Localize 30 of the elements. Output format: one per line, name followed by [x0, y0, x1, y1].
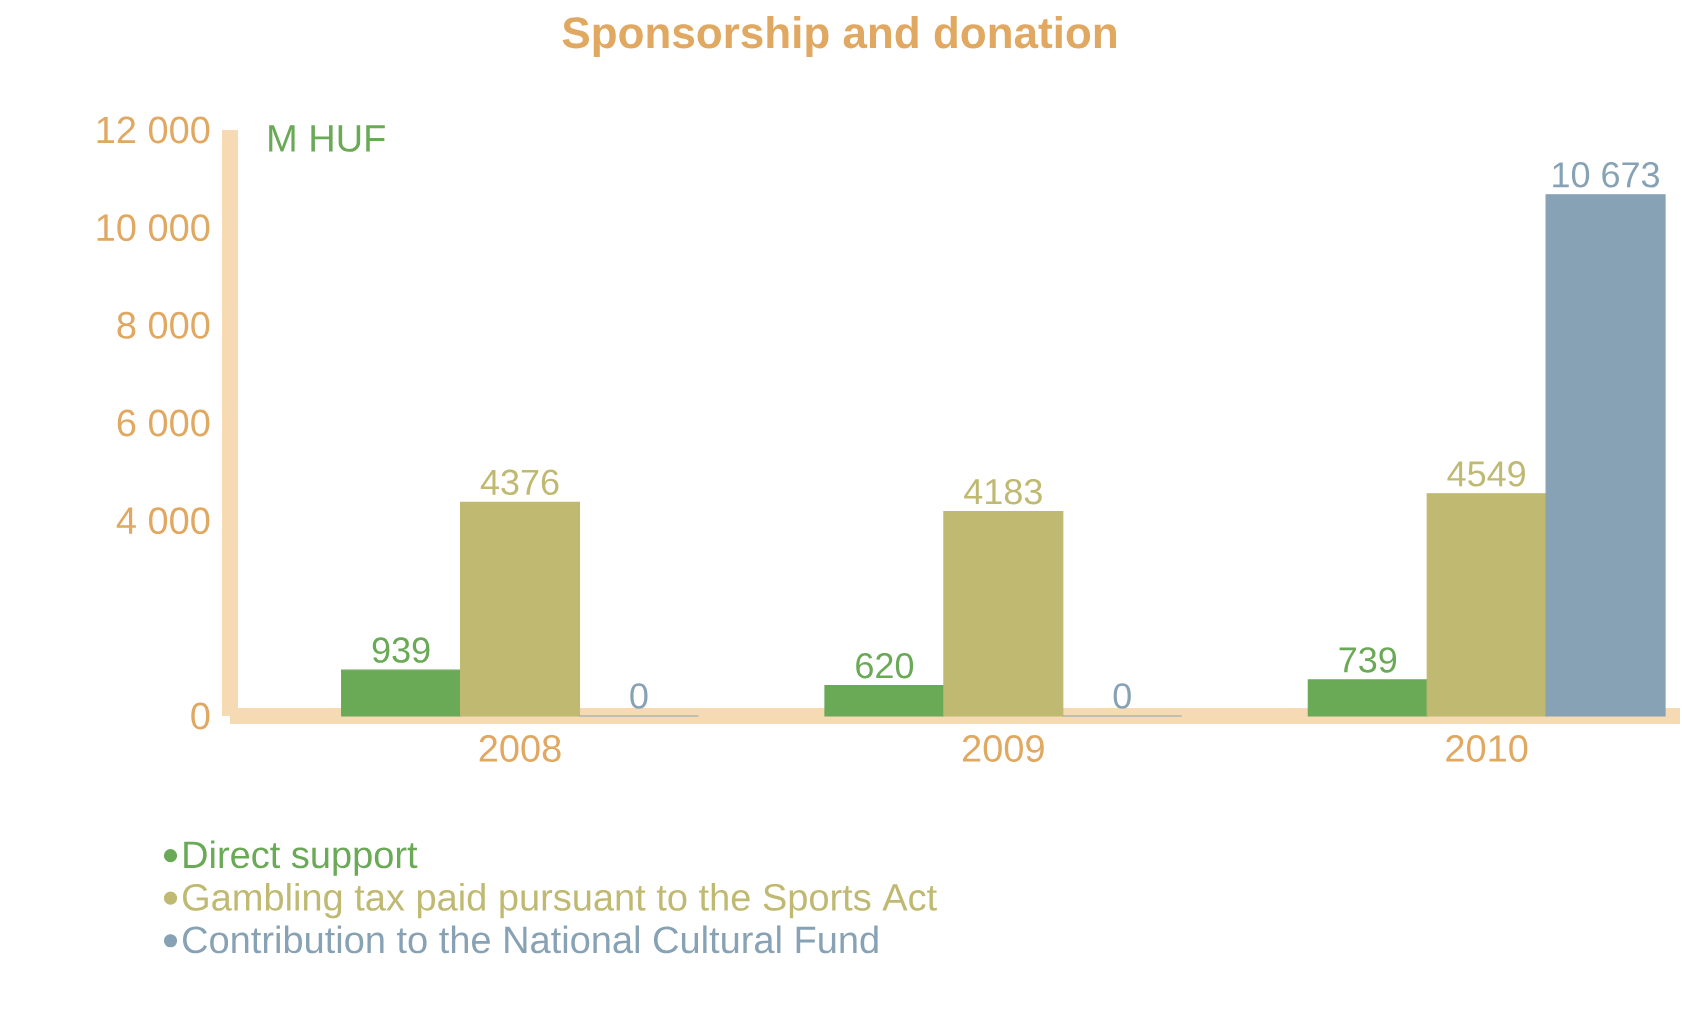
x-tick-label: 2009 [962, 735, 1044, 762]
legend-label: Contribution to the National Cultural Fund [183, 925, 878, 954]
y-tick-label: 4 000 [116, 507, 210, 535]
data-label: 620 [856, 652, 914, 679]
y-tick-label: 8 000 [117, 311, 210, 339]
bar [943, 511, 1064, 717]
data-label: 4376 [480, 469, 559, 496]
data-label: 939 [372, 637, 430, 663]
data-label: 4549 [1447, 461, 1525, 487]
bar [1545, 194, 1666, 717]
data-label: 0 [630, 683, 648, 709]
bar [1307, 679, 1428, 717]
y-tick-label: 6 000 [117, 409, 210, 437]
legend-label: Gambling tax paid pursuant to the Sports Act [183, 882, 937, 919]
data-label: 0 [1113, 683, 1131, 709]
y-axis-title: M HUF [269, 125, 385, 152]
data-label: 4183 [964, 478, 1042, 505]
y-tick-label: 0 [191, 702, 210, 730]
legend-label: Direct support [184, 840, 418, 876]
y-tick-label: 10 000 [97, 214, 210, 242]
bar [824, 685, 945, 717]
y-tick-label: 12 000 [97, 116, 210, 144]
chart-title: Sponsorship and donation [562, 16, 1116, 58]
x-tick-label: 2010 [1446, 735, 1528, 762]
bar [341, 669, 462, 717]
bar [459, 501, 581, 717]
x-tick-label: 2008 [479, 735, 561, 762]
data-label: 739 [1339, 647, 1397, 673]
bar [1426, 493, 1547, 717]
data-label: 10 673 [1553, 162, 1659, 188]
